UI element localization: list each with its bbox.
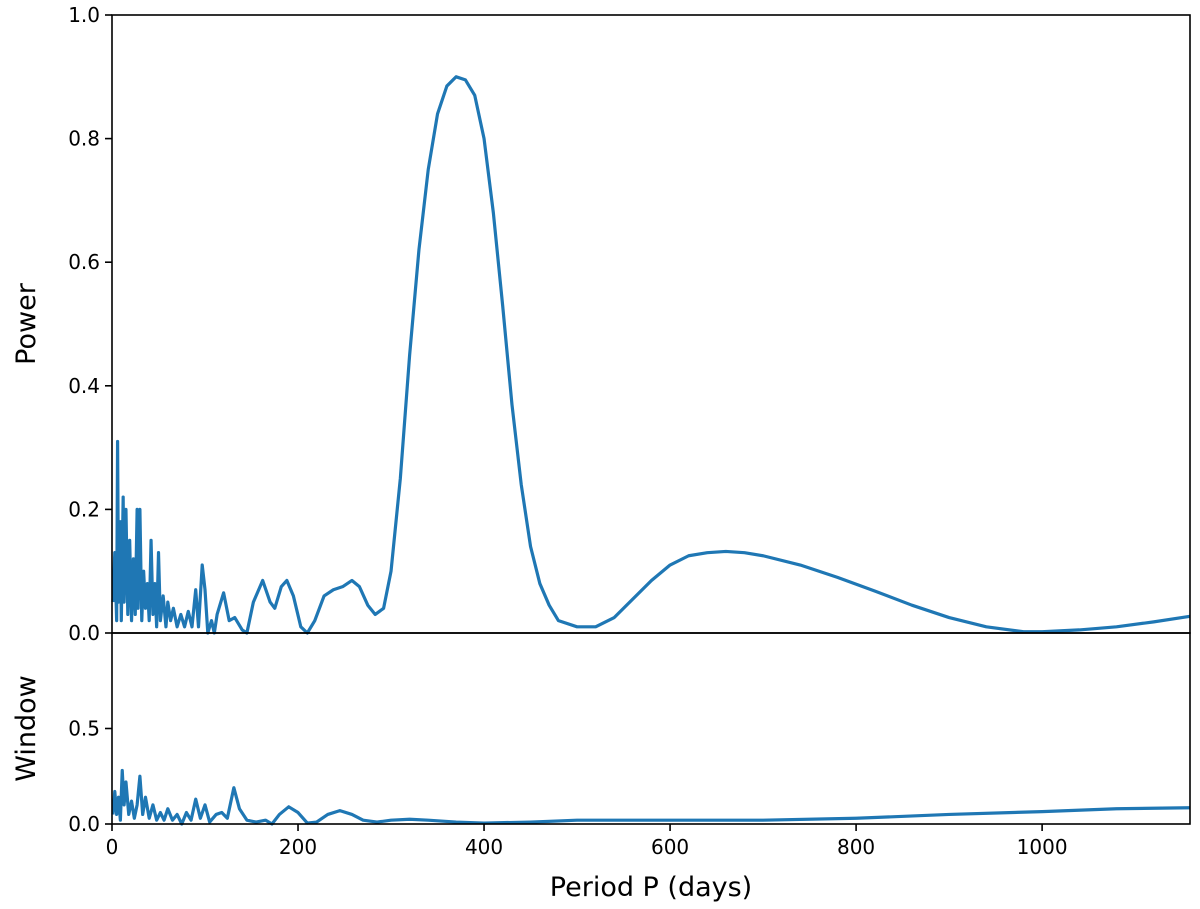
- x-tick-label: 0: [106, 835, 119, 859]
- x-tick-label: 800: [837, 835, 875, 859]
- line-series: [111, 768, 1191, 826]
- x-tick-label: 400: [465, 835, 503, 859]
- y-tick-label: 0.0: [68, 621, 100, 645]
- x-axis-label: Period P (days): [550, 872, 752, 903]
- x-tick-label: 1000: [1017, 835, 1068, 859]
- y-tick-label: 0.6: [68, 250, 100, 274]
- y-tick-label: 0.0: [68, 812, 100, 836]
- y-tick-label: 0.8: [68, 127, 100, 151]
- x-tick-label: 600: [651, 835, 689, 859]
- y-tick-label: 0.5: [68, 717, 100, 741]
- y-axis-label: Window: [11, 675, 42, 781]
- x-tick-label: 200: [279, 835, 317, 859]
- line-series: [111, 75, 1191, 635]
- plot-frame: [111, 14, 1191, 634]
- y-axis-label: Power: [11, 282, 42, 365]
- plot-frame: [111, 632, 1191, 825]
- y-tick-label: 0.2: [68, 497, 100, 521]
- y-tick-label: 1.0: [68, 3, 100, 27]
- y-tick-label: 0.4: [68, 374, 100, 398]
